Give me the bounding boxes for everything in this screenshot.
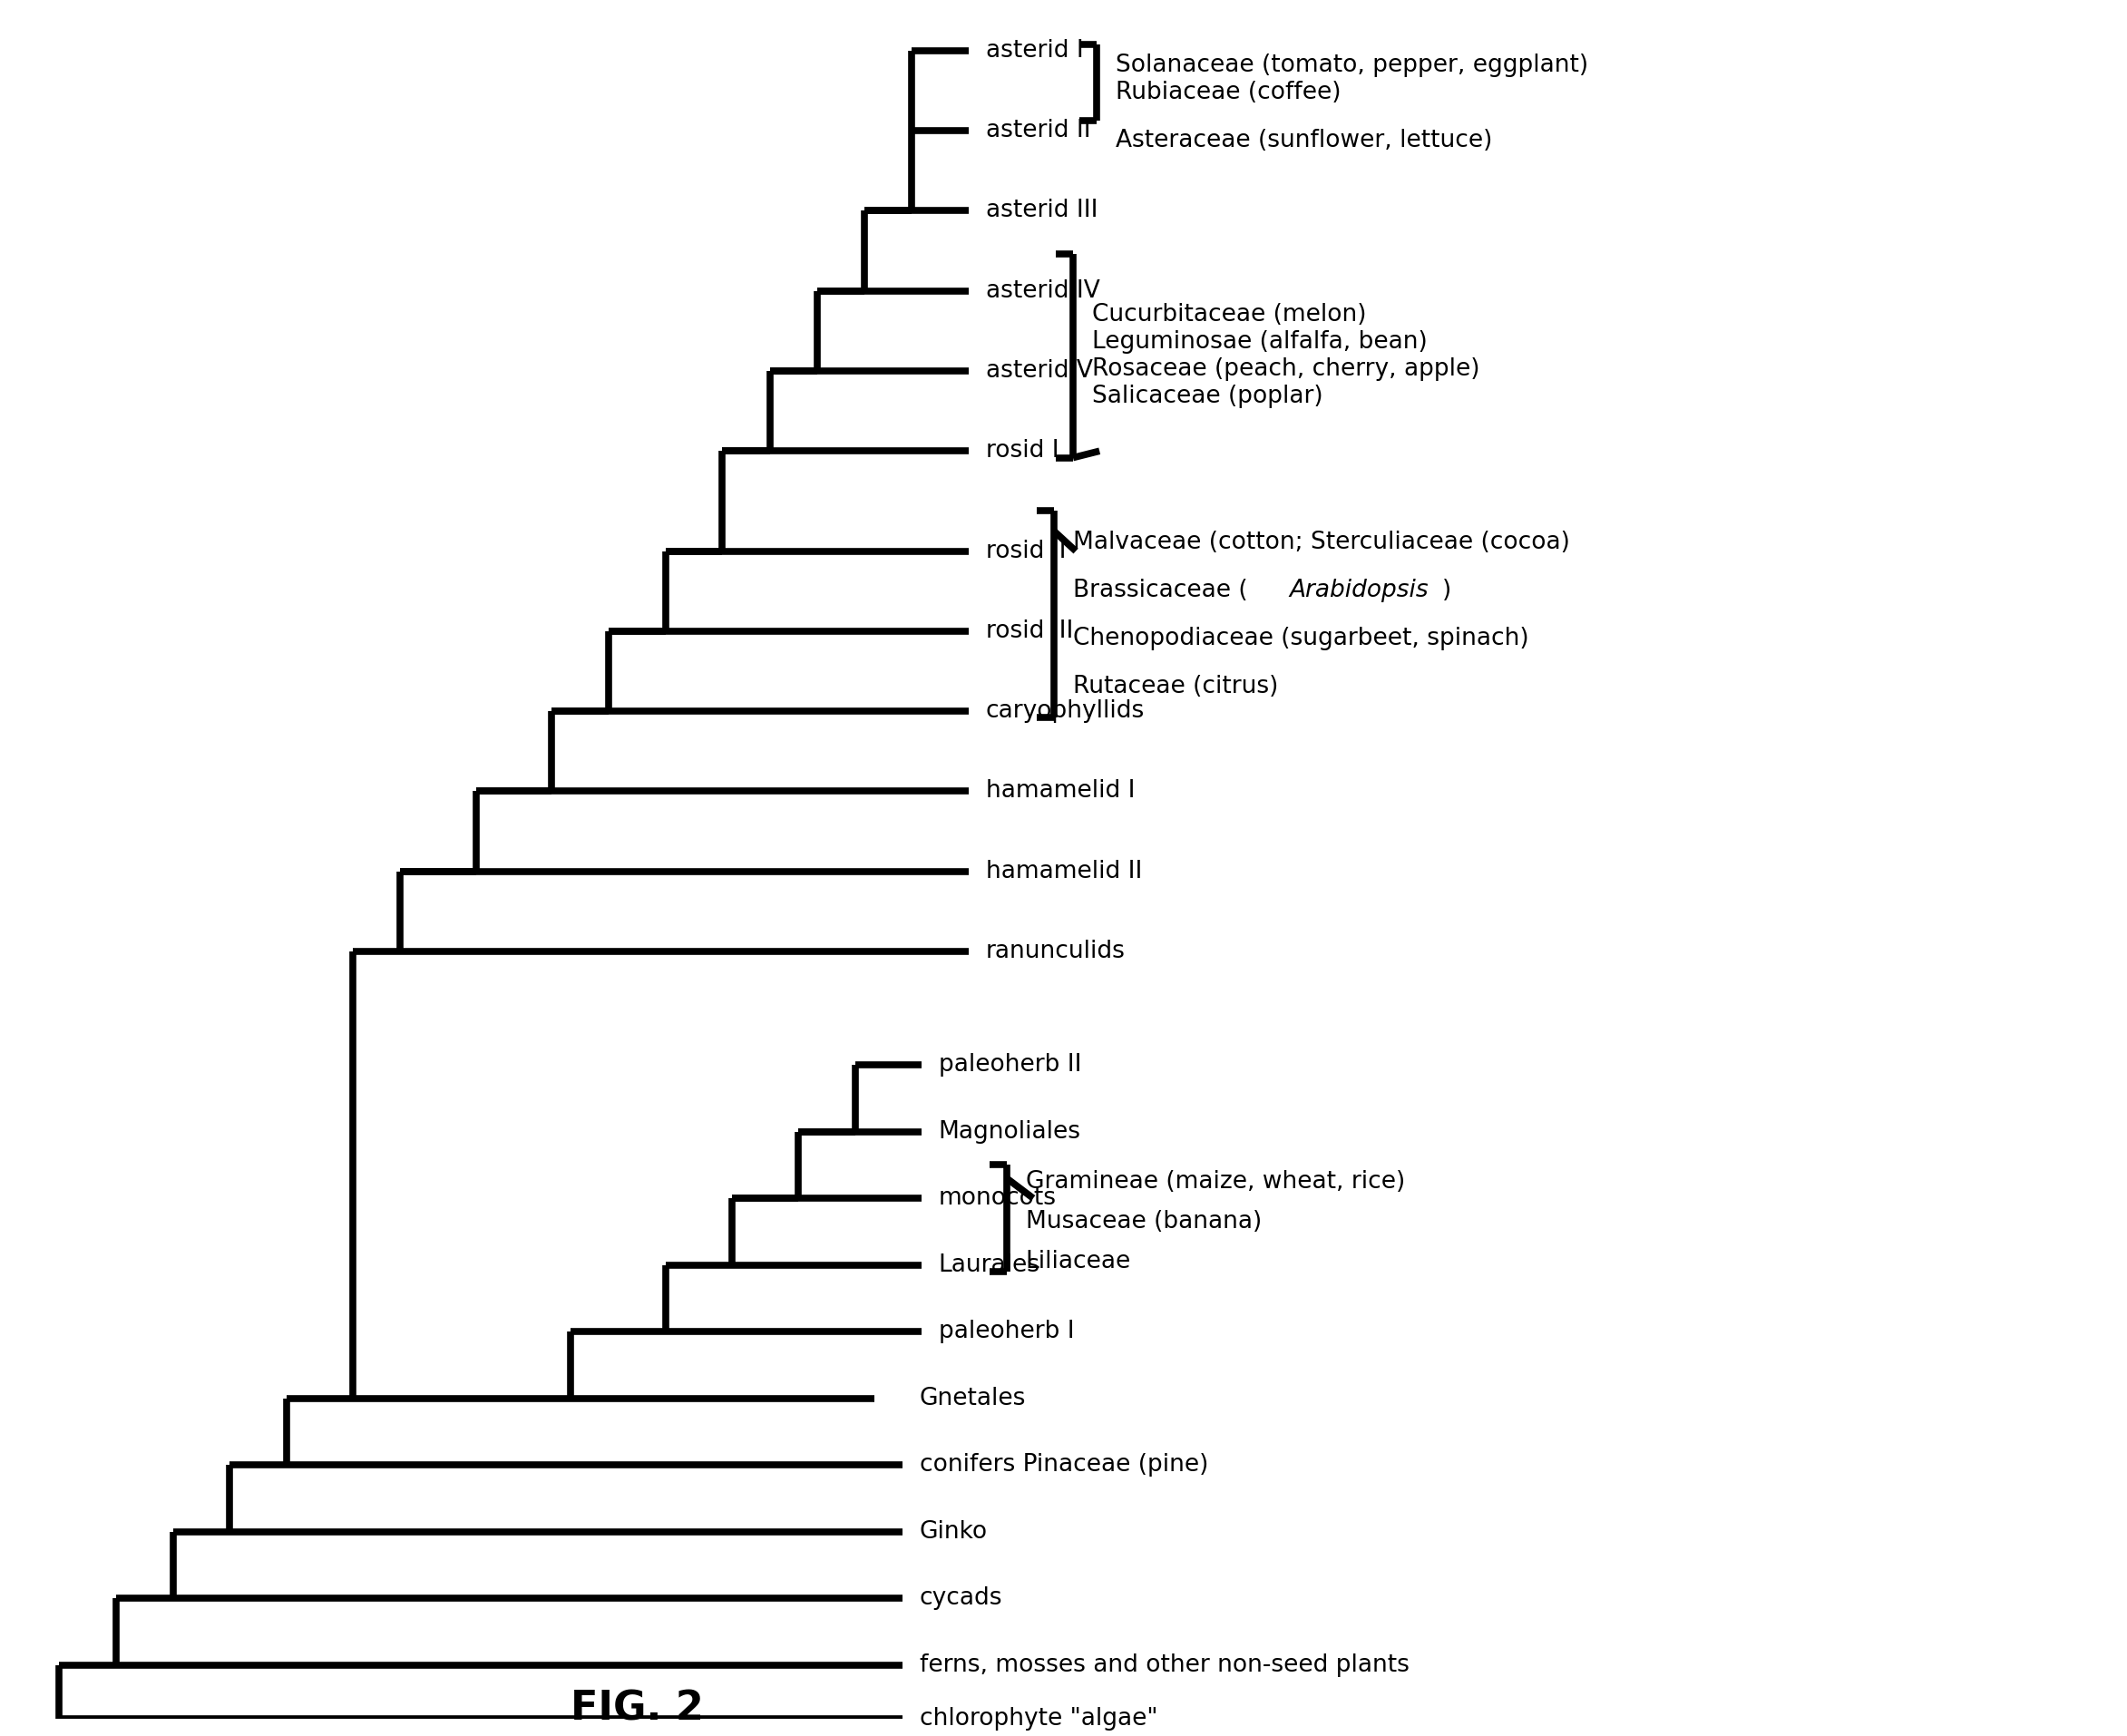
Text: Gramineae (maize, wheat, rice): Gramineae (maize, wheat, rice)	[1025, 1170, 1406, 1193]
Text: Brassicaceae (: Brassicaceae (	[1072, 578, 1249, 602]
Text: paleoherb II: paleoherb II	[938, 1054, 1081, 1076]
Text: ): )	[1442, 578, 1453, 602]
Text: Chenopodiaceae (sugarbeet, spinach): Chenopodiaceae (sugarbeet, spinach)	[1072, 627, 1529, 651]
Text: Laurales: Laurales	[938, 1253, 1040, 1276]
Text: ranunculids: ranunculids	[985, 939, 1125, 963]
Text: Musaceae (banana): Musaceae (banana)	[1025, 1210, 1261, 1233]
Text: rosid II: rosid II	[985, 540, 1066, 562]
Text: asterid IV: asterid IV	[985, 279, 1100, 302]
Text: hamamelid II: hamamelid II	[985, 859, 1142, 884]
Text: conifers Pinaceae (pine): conifers Pinaceae (pine)	[919, 1453, 1208, 1477]
Text: hamamelid I: hamamelid I	[985, 779, 1136, 804]
Text: rosid I: rosid I	[985, 439, 1059, 464]
Text: Solanaceae (tomato, pepper, eggplant)
Rubiaceae (coffee): Solanaceae (tomato, pepper, eggplant) Ru…	[1115, 54, 1589, 104]
Text: Ginko: Ginko	[919, 1521, 987, 1543]
Text: paleoherb I: paleoherb I	[938, 1319, 1074, 1344]
Text: Cucurbitaceae (melon)
Leguminosae (alfalfa, bean)
Rosaceae (peach, cherry, apple: Cucurbitaceae (melon) Leguminosae (alfal…	[1091, 304, 1480, 408]
Text: asterid III: asterid III	[985, 200, 1098, 222]
Text: cycads: cycads	[919, 1587, 1002, 1611]
Text: rosid III: rosid III	[985, 620, 1074, 642]
Text: chlorophyte "algae": chlorophyte "algae"	[919, 1706, 1157, 1731]
Text: Gnetales: Gnetales	[919, 1387, 1025, 1410]
Text: asterid V: asterid V	[985, 359, 1093, 382]
Text: monocots: monocots	[938, 1186, 1057, 1210]
Text: Rutaceae (citrus): Rutaceae (citrus)	[1072, 675, 1278, 698]
Text: Asteraceae (sunflower, lettuce): Asteraceae (sunflower, lettuce)	[1115, 128, 1493, 153]
Text: Liliaceae: Liliaceae	[1025, 1250, 1132, 1274]
Text: Arabidopsis: Arabidopsis	[1289, 578, 1429, 602]
Text: asterid II: asterid II	[985, 120, 1091, 142]
Text: asterid I: asterid I	[985, 38, 1083, 62]
Text: ferns, mosses and other non-seed plants: ferns, mosses and other non-seed plants	[919, 1653, 1410, 1677]
Text: Magnoliales: Magnoliales	[938, 1120, 1081, 1144]
Text: caryophyllids: caryophyllids	[985, 700, 1144, 722]
Text: FIG. 2: FIG. 2	[570, 1689, 704, 1727]
Text: Malvaceae (cotton; Sterculiaceae (cocoa): Malvaceae (cotton; Sterculiaceae (cocoa)	[1072, 531, 1570, 554]
